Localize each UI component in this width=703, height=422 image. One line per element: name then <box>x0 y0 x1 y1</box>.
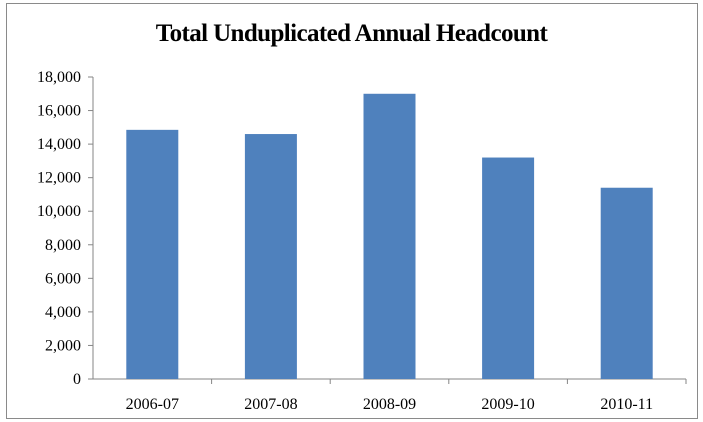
y-tick-label: 8,000 <box>45 237 81 254</box>
y-tick-label: 18,000 <box>37 69 81 86</box>
y-tick-label: 16,000 <box>37 103 81 120</box>
y-tick-label: 10,000 <box>37 203 81 220</box>
bar-2008-09 <box>363 93 416 380</box>
y-axis-ticks: 0 2,000 4,000 6,000 8,000 10,000 12,000 14,000 1… <box>37 69 93 388</box>
y-tick-label: 4,000 <box>45 304 81 321</box>
chart-frame <box>6 3 698 419</box>
y-tick-label: 6,000 <box>45 270 81 287</box>
bar-2007-08 <box>244 134 297 379</box>
x-axis-ticks: 2006-07 2007-08 2008-09 2009-10 2010-11 <box>126 379 687 413</box>
chart-title: Total Unduplicated Annual Headcount <box>155 20 548 47</box>
bar-2009-10 <box>482 157 535 379</box>
bar-2006-07 <box>126 129 179 379</box>
y-tick-label: 14,000 <box>37 136 81 153</box>
bar-2010-11 <box>600 187 653 379</box>
y-tick-label: 12,000 <box>37 170 81 187</box>
x-tick-label: 2009-10 <box>481 396 534 413</box>
x-tick-label: 2007-08 <box>244 396 297 413</box>
y-tick-label: 0 <box>73 371 81 388</box>
bars <box>126 93 653 380</box>
x-tick-label: 2006-07 <box>126 396 179 413</box>
x-tick-label: 2010-11 <box>600 396 653 413</box>
x-tick-label: 2008-09 <box>363 396 416 413</box>
y-tick-label: 2,000 <box>45 337 81 354</box>
